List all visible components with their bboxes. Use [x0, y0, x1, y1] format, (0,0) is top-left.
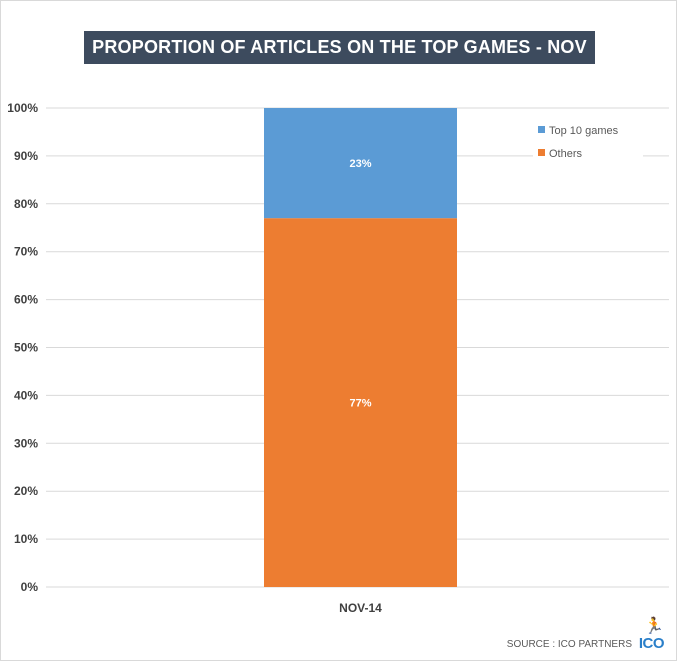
- y-tick-label: 70%: [14, 245, 38, 259]
- data-label: 23%: [349, 158, 371, 170]
- bar-segment-top-10-games: [264, 108, 457, 219]
- data-label: 77%: [349, 398, 371, 410]
- bar-segment-others: [264, 218, 457, 588]
- y-tick-label: 30%: [14, 436, 38, 450]
- y-tick-label: 20%: [14, 484, 38, 498]
- chart-title: PROPORTION OF ARTICLES ON THE TOP GAMES …: [84, 31, 595, 90]
- y-tick-label: 0%: [21, 580, 39, 594]
- legend-label: Top 10 games: [549, 125, 619, 137]
- legend-label: Others: [549, 148, 583, 160]
- y-tick-label: 60%: [14, 293, 38, 307]
- y-tick-label: 100%: [7, 101, 38, 115]
- legend-swatch: [538, 149, 545, 156]
- y-tick-label: 80%: [14, 197, 38, 211]
- y-tick-label: 10%: [14, 532, 38, 546]
- x-tick-label: NOV-14: [339, 601, 382, 615]
- runner-logo-icon: 🏃: [644, 618, 664, 635]
- y-tick-label: 40%: [14, 388, 38, 402]
- source-note: SOURCE : ICO PARTNERS: [506, 639, 632, 650]
- ico-logo: ICO: [638, 635, 665, 652]
- y-tick-label: 90%: [14, 149, 38, 163]
- y-tick-label: 50%: [14, 341, 38, 355]
- legend-background: [533, 119, 643, 163]
- legend-swatch: [538, 126, 545, 133]
